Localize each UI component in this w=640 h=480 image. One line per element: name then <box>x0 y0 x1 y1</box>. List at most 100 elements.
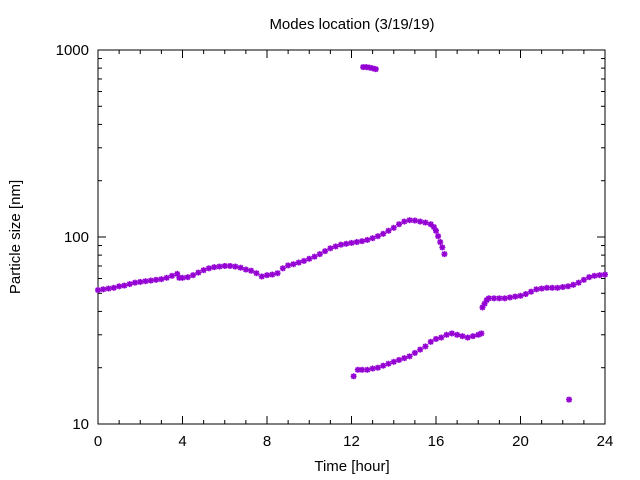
data-point <box>369 365 376 372</box>
data-point <box>501 295 508 302</box>
data-point <box>554 284 561 291</box>
data-point <box>512 293 519 300</box>
data-point <box>411 217 418 224</box>
data-point <box>316 251 323 258</box>
data-point <box>200 267 207 274</box>
data-point <box>168 272 175 279</box>
x-tick-label: 24 <box>597 433 614 450</box>
y-tick-labels: 10 100 1000 <box>56 42 89 433</box>
data-point <box>264 272 270 279</box>
data-point <box>385 227 392 234</box>
data-point <box>566 396 573 403</box>
data-point <box>478 330 485 337</box>
data-point <box>184 274 191 281</box>
data-point <box>337 241 344 248</box>
data-point <box>417 346 424 353</box>
data-point <box>485 295 492 302</box>
data-point <box>364 236 371 243</box>
data-point <box>396 356 403 363</box>
data-point <box>580 276 587 283</box>
x-tick-label: 16 <box>428 433 445 450</box>
data-point <box>142 278 149 285</box>
data-point <box>274 270 281 277</box>
data-point <box>596 272 603 279</box>
data-point <box>443 331 450 338</box>
data-point <box>216 263 223 270</box>
data-point <box>205 265 212 272</box>
data-point <box>285 262 292 269</box>
data-point <box>348 239 355 246</box>
data-point <box>374 364 381 371</box>
data-point <box>131 279 138 286</box>
data-point <box>221 262 228 269</box>
data-point <box>396 221 403 228</box>
data-point <box>417 218 424 225</box>
data-point <box>401 218 408 225</box>
data-point <box>422 343 429 350</box>
data-point <box>422 219 429 226</box>
data-point <box>158 276 165 283</box>
data-point <box>242 266 249 273</box>
y-axis-title: Particle size [nm] <box>7 180 24 294</box>
data-point <box>295 259 302 266</box>
data-point <box>258 273 265 280</box>
data-point <box>322 248 329 255</box>
data-point <box>100 286 107 293</box>
x-tick-label: 12 <box>343 433 360 450</box>
data-point <box>327 245 334 252</box>
data-point <box>116 283 123 290</box>
data-point <box>311 253 318 260</box>
data-point <box>570 281 577 288</box>
y-tick-label: 1000 <box>56 42 89 59</box>
data-point <box>359 366 366 373</box>
data-point <box>306 255 313 262</box>
data-point <box>350 373 357 380</box>
data-point <box>126 281 133 288</box>
data-point <box>227 262 234 269</box>
data-point <box>279 265 286 272</box>
data-point <box>437 239 444 246</box>
data-point <box>591 272 598 279</box>
data-point <box>195 269 202 276</box>
x-tick-labels: 0 4 8 12 16 20 24 <box>94 433 614 450</box>
data-point <box>549 284 556 291</box>
data-point <box>248 267 255 274</box>
data-point <box>390 358 397 365</box>
data-point <box>385 360 392 367</box>
data-point <box>438 334 445 341</box>
data-point <box>602 271 608 278</box>
data-point <box>269 271 276 278</box>
data-point <box>332 243 339 250</box>
data-point <box>105 285 112 292</box>
data-point <box>448 330 455 337</box>
data-point <box>565 283 572 290</box>
data-point <box>353 239 360 246</box>
data-point <box>153 276 160 283</box>
data-point <box>253 270 260 277</box>
data-point <box>406 217 413 224</box>
data-point <box>469 333 476 340</box>
data-point <box>380 230 387 237</box>
data-point <box>506 294 513 301</box>
y-tick-label: 100 <box>64 229 89 246</box>
data-point <box>374 233 381 240</box>
data-point <box>190 272 197 279</box>
data-point <box>491 295 498 302</box>
y-tick-label: 10 <box>72 416 89 433</box>
data-point <box>441 251 448 258</box>
data-point <box>300 257 307 264</box>
x-tick-label: 0 <box>94 433 102 450</box>
data-point <box>459 333 466 340</box>
data-point <box>211 264 218 271</box>
data-point <box>411 349 418 356</box>
data-point <box>369 235 376 242</box>
data-point <box>290 261 297 268</box>
data-point <box>586 274 593 281</box>
data-point <box>359 238 366 245</box>
plot-area <box>97 49 606 425</box>
data-point <box>464 334 471 341</box>
data-point <box>390 224 397 231</box>
data-point <box>433 227 439 234</box>
data-point <box>380 362 387 369</box>
